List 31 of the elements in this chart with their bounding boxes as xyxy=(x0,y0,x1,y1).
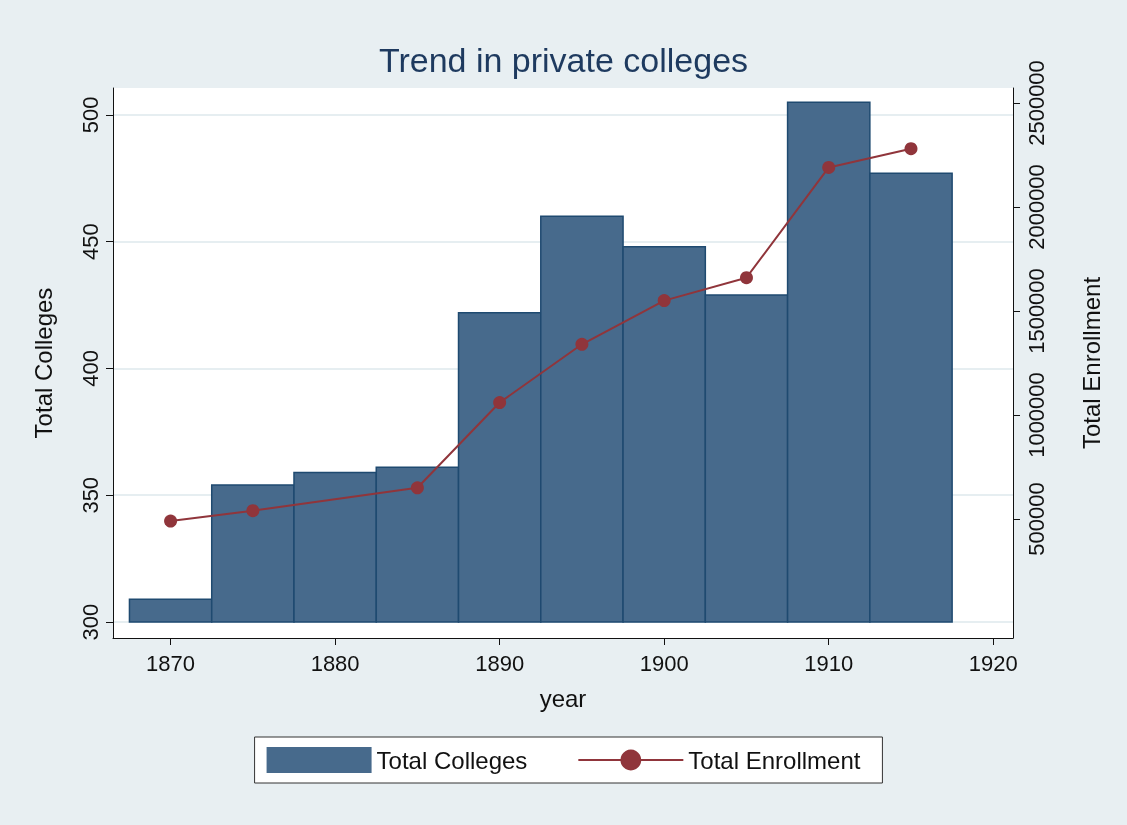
point xyxy=(164,514,178,528)
x-axis-title: year xyxy=(539,684,587,712)
x-tick-label: 1910 xyxy=(804,650,854,676)
y-tick-label: 500 xyxy=(77,96,103,134)
y2-tick-label: 2000000 xyxy=(1023,164,1049,250)
y2-tick-label: 1000000 xyxy=(1023,372,1049,458)
y-tick-label: 400 xyxy=(77,350,103,387)
point xyxy=(904,142,918,156)
y-axis-title: Total Colleges xyxy=(29,287,57,439)
point xyxy=(410,481,424,495)
x-tick-label: 1870 xyxy=(146,650,196,676)
point xyxy=(575,337,589,351)
x-tick-label: 1880 xyxy=(310,650,360,676)
legend-label: Total Colleges xyxy=(376,746,528,774)
legend-label: Total Enrollment xyxy=(688,746,861,774)
y2-tick-label: 2500000 xyxy=(1023,60,1049,146)
point xyxy=(822,160,836,174)
x-tick-label: 1920 xyxy=(968,650,1018,676)
y-tick-label: 300 xyxy=(77,603,103,641)
y-tick-label: 350 xyxy=(77,476,103,514)
y-tick-label: 450 xyxy=(77,223,103,261)
x-tick-label: 1890 xyxy=(475,650,525,676)
point xyxy=(657,294,671,308)
point xyxy=(739,271,753,285)
y2-tick-label: 500000 xyxy=(1023,482,1049,556)
x-tick-label: 1900 xyxy=(639,650,689,676)
point xyxy=(246,504,260,518)
y2-tick-label: 1500000 xyxy=(1023,268,1049,354)
y2-axis-title: Total Enrollment xyxy=(1077,276,1105,450)
chart-title: Trend in private colleges xyxy=(378,41,749,79)
point xyxy=(493,396,507,410)
